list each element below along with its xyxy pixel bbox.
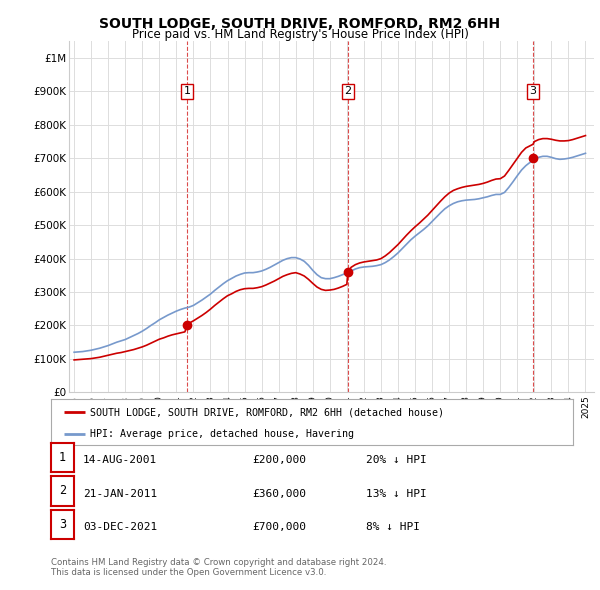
- Text: £200,000: £200,000: [252, 455, 306, 465]
- Text: HPI: Average price, detached house, Havering: HPI: Average price, detached house, Have…: [90, 429, 354, 439]
- Text: 3: 3: [529, 87, 536, 96]
- Text: 2: 2: [344, 87, 352, 96]
- Text: 20% ↓ HPI: 20% ↓ HPI: [366, 455, 427, 465]
- Text: 1: 1: [59, 451, 66, 464]
- Text: 2: 2: [59, 484, 66, 497]
- Text: 1: 1: [184, 87, 190, 96]
- Text: 3: 3: [59, 518, 66, 531]
- Text: 8% ↓ HPI: 8% ↓ HPI: [366, 523, 420, 532]
- Text: 21-JAN-2011: 21-JAN-2011: [83, 489, 157, 499]
- Text: £360,000: £360,000: [252, 489, 306, 499]
- Text: 13% ↓ HPI: 13% ↓ HPI: [366, 489, 427, 499]
- Text: SOUTH LODGE, SOUTH DRIVE, ROMFORD, RM2 6HH (detached house): SOUTH LODGE, SOUTH DRIVE, ROMFORD, RM2 6…: [90, 407, 444, 417]
- Text: 14-AUG-2001: 14-AUG-2001: [83, 455, 157, 465]
- Text: SOUTH LODGE, SOUTH DRIVE, ROMFORD, RM2 6HH: SOUTH LODGE, SOUTH DRIVE, ROMFORD, RM2 6…: [100, 17, 500, 31]
- Text: 03-DEC-2021: 03-DEC-2021: [83, 523, 157, 532]
- Text: £700,000: £700,000: [252, 523, 306, 532]
- Text: Price paid vs. HM Land Registry's House Price Index (HPI): Price paid vs. HM Land Registry's House …: [131, 28, 469, 41]
- Text: Contains HM Land Registry data © Crown copyright and database right 2024.
This d: Contains HM Land Registry data © Crown c…: [51, 558, 386, 577]
